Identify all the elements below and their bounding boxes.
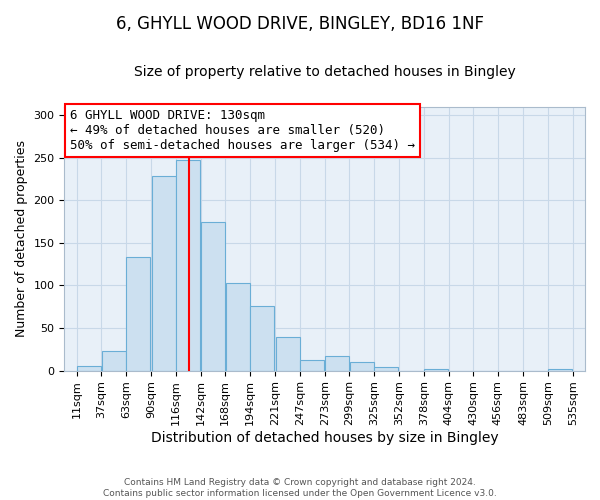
Bar: [250, 306, 274, 370]
Bar: [424, 369, 448, 370]
Bar: [374, 367, 398, 370]
Bar: [350, 362, 374, 370]
X-axis label: Distribution of detached houses by size in Bingley: Distribution of detached houses by size …: [151, 431, 499, 445]
Bar: [77, 366, 101, 370]
Bar: [176, 160, 200, 370]
Bar: [126, 258, 151, 370]
Text: 6 GHYLL WOOD DRIVE: 130sqm
← 49% of detached houses are smaller (520)
50% of sem: 6 GHYLL WOOD DRIVE: 130sqm ← 49% of deta…: [70, 109, 415, 152]
Bar: [101, 351, 125, 370]
Bar: [152, 176, 176, 370]
Bar: [201, 222, 225, 370]
Bar: [548, 369, 572, 370]
Text: Contains HM Land Registry data © Crown copyright and database right 2024.
Contai: Contains HM Land Registry data © Crown c…: [103, 478, 497, 498]
Bar: [325, 356, 349, 370]
Bar: [226, 283, 250, 370]
Bar: [276, 336, 300, 370]
Bar: [301, 360, 325, 370]
Title: Size of property relative to detached houses in Bingley: Size of property relative to detached ho…: [134, 65, 515, 79]
Y-axis label: Number of detached properties: Number of detached properties: [15, 140, 28, 337]
Text: 6, GHYLL WOOD DRIVE, BINGLEY, BD16 1NF: 6, GHYLL WOOD DRIVE, BINGLEY, BD16 1NF: [116, 15, 484, 33]
